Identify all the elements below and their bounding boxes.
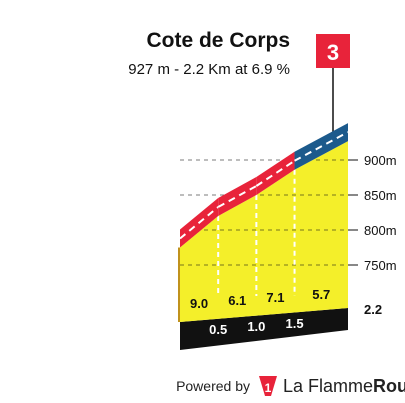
altitude-tick-label: 850m: [364, 188, 397, 203]
altitude-tick-label: 800m: [364, 223, 397, 238]
gradient-label: 9.0: [190, 296, 208, 311]
svg-text:1: 1: [265, 381, 272, 395]
surface-centerline: [255, 159, 296, 187]
surface-centerline: [294, 131, 349, 162]
brand-name: La FlammeRouge: [283, 376, 405, 396]
gradient-label: 7.1: [266, 290, 284, 305]
powered-by-text: Powered by: [176, 378, 250, 394]
left-edge: [178, 247, 180, 322]
altitude-tick-label: 750m: [364, 258, 397, 273]
gradient-label: 6.1: [228, 293, 246, 308]
profile-front-face: [180, 141, 348, 300]
surface-centerline: [179, 206, 219, 240]
km-label: 0.5: [209, 322, 227, 337]
altitude-axis: 900m 850m 800m 750m: [348, 153, 397, 273]
km-label: 1.0: [247, 319, 265, 334]
gradient-segment-surface: [218, 177, 257, 216]
flamme-rouge-logo-icon: 1: [259, 376, 277, 396]
category-number: 3: [327, 40, 339, 65]
climb-summary: 927 m - 2.2 Km at 6.9 %: [128, 61, 290, 78]
km-label: 1.5: [286, 316, 304, 331]
km-label: 2.2: [364, 302, 382, 317]
brand-accent: Rouge: [373, 376, 405, 396]
gradient-segment-surface: [256, 151, 295, 195]
altitude-tick-label: 900m: [364, 153, 397, 168]
gradient-band: [180, 286, 348, 322]
flag-background: [316, 34, 350, 68]
brand-main: La Flamme: [283, 376, 373, 396]
category-flag: 3: [316, 34, 350, 68]
surface-centerline: [217, 185, 257, 208]
footer-branding: Powered by 1 La FlammeRouge: [176, 376, 405, 396]
gradient-label: 5.7: [312, 287, 330, 302]
profile-area: 9.0 6.1 7.1 5.7 0.5 1.0 1.5 2.2: [178, 123, 382, 350]
climb-title: Cote de Corps: [146, 29, 290, 52]
